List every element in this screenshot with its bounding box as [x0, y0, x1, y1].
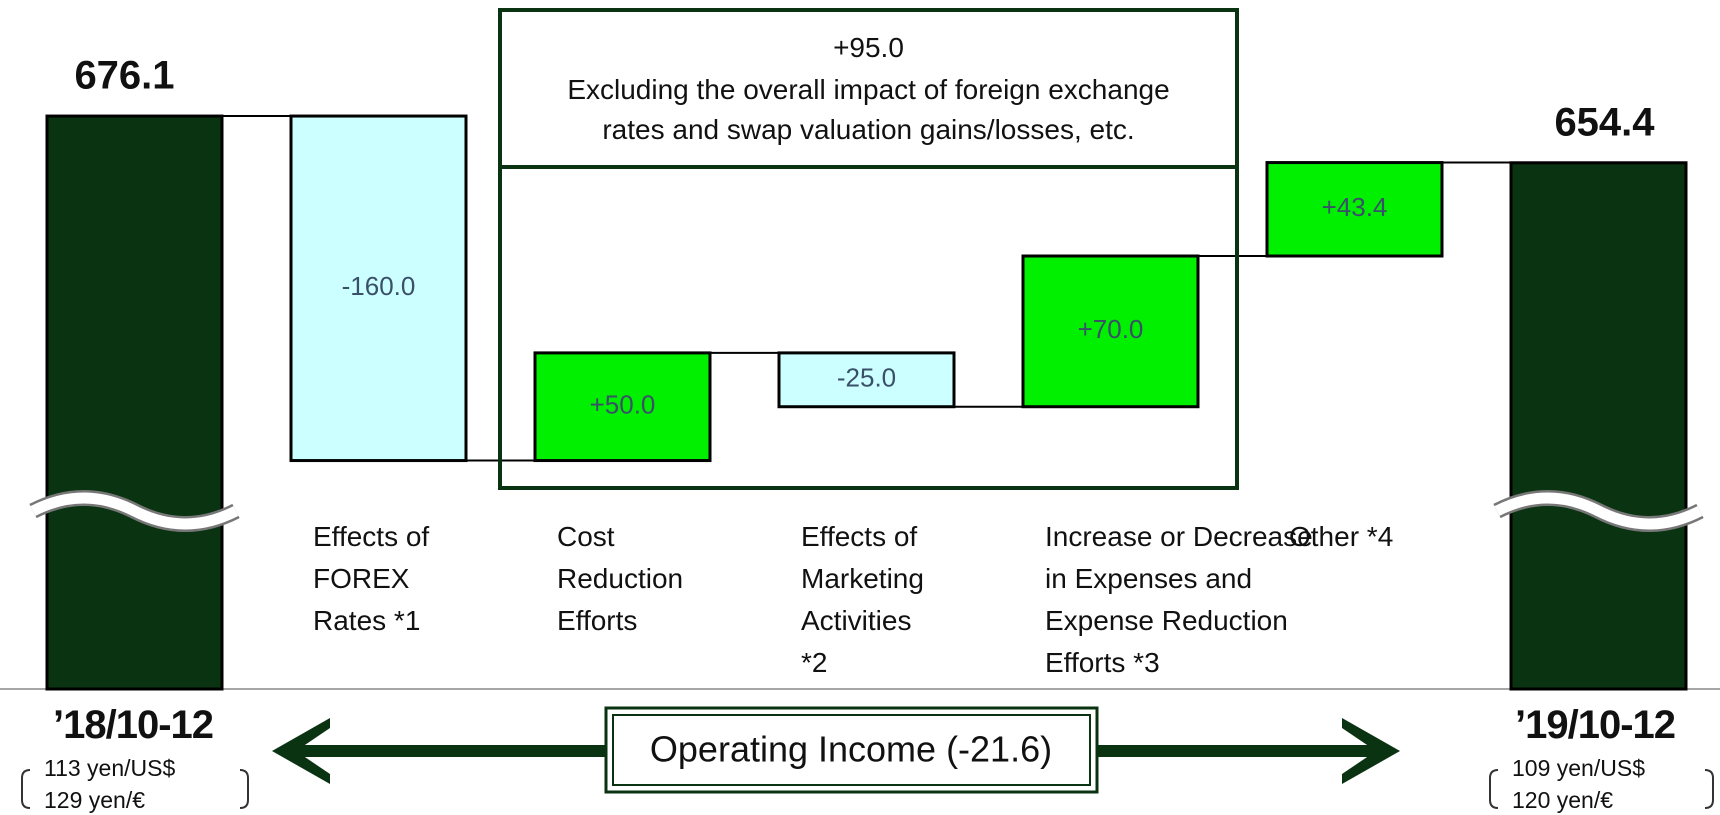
bar: [289, 114, 468, 463]
rate: 129 yen/€: [44, 787, 146, 813]
end-period: ’19/10-12: [1515, 703, 1676, 747]
value-label: +50.0: [590, 390, 656, 420]
rate: 109 yen/US$: [1512, 755, 1645, 781]
value-label: -25.0: [837, 363, 896, 393]
rate: 120 yen/€: [1512, 787, 1614, 813]
value-label: +43.4: [1322, 192, 1388, 222]
bar: [533, 351, 712, 463]
bar: [777, 351, 956, 409]
category-label: Effects of FOREX Rates *1: [313, 521, 430, 636]
value-label: +70.0: [1078, 314, 1144, 344]
category-label: Cost Reduction Efforts: [557, 521, 684, 636]
total-label: 654.4: [1554, 100, 1655, 144]
bar: [1265, 161, 1444, 258]
footnote-box-inner: [612, 714, 1091, 786]
category-label: Effects of Marketing Activities *2: [801, 521, 924, 678]
bar: [1021, 254, 1200, 409]
axis-break: [1494, 492, 1703, 530]
bar: [45, 114, 224, 691]
footnote: Operating Income (-21.6): [650, 729, 1052, 770]
bar: [1509, 161, 1688, 691]
brackets: [21, 769, 1714, 809]
total-label: 676.1: [74, 54, 174, 98]
annotation-box: [498, 8, 1239, 490]
annotation-title: +95.0: [833, 32, 904, 63]
annotation: Excluding the overall impact of foreign …: [567, 74, 1170, 145]
value-label: -160.0: [342, 271, 416, 301]
category-label: Other *4: [1289, 521, 1394, 552]
category-label: Increase or Decrease in Expenses and Exp…: [1045, 521, 1313, 678]
axis-break: [30, 492, 239, 530]
start-period: ’18/10-12: [53, 703, 214, 747]
rate: 113 yen/US$: [44, 755, 176, 781]
